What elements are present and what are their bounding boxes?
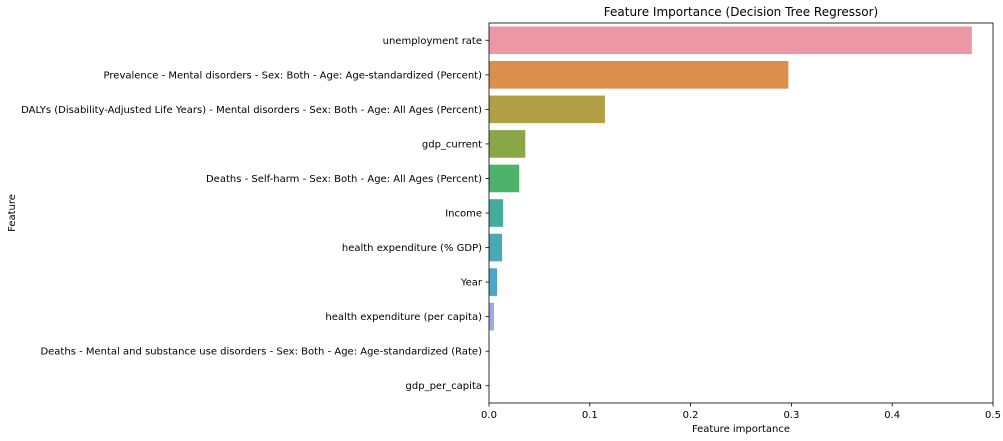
y-axis-title: Feature bbox=[7, 194, 18, 232]
y-tick-label: unemployment rate bbox=[383, 36, 482, 47]
bar-5 bbox=[489, 199, 504, 227]
bar-6 bbox=[489, 233, 503, 262]
bar-1 bbox=[489, 61, 789, 89]
y-tick-label: Deaths - Mental and substance use disord… bbox=[40, 347, 482, 358]
bar-0 bbox=[489, 26, 972, 55]
y-tick-label: Income bbox=[445, 209, 482, 220]
y-tick-label: Prevalence - Mental disorders - Sex: Bot… bbox=[104, 70, 483, 81]
y-tick-label: gdp_per_capita bbox=[406, 381, 482, 392]
y-tick-label: Year bbox=[460, 278, 483, 289]
bar-7 bbox=[489, 268, 498, 296]
y-tick-label: DALYs (Disability-Adjusted Life Years) -… bbox=[21, 105, 482, 116]
x-axis-ticks: 0.0 0.1 0.2 0.3 0.4 0.5 bbox=[481, 403, 1001, 421]
x-tick-label: 0.5 bbox=[985, 410, 1001, 421]
y-axis-ticks: unemployment rate Prevalence - Mental dis… bbox=[21, 36, 489, 392]
x-tick-label: 0.0 bbox=[481, 410, 497, 421]
bar-3 bbox=[489, 130, 526, 158]
x-tick-label: 0.4 bbox=[884, 410, 900, 421]
y-tick-label: gdp_current bbox=[422, 139, 482, 150]
x-axis-title: Feature importance bbox=[692, 424, 790, 435]
bar-2 bbox=[489, 95, 605, 124]
bars-group bbox=[489, 26, 972, 400]
y-tick-label: health expenditure (% GDP) bbox=[342, 243, 482, 254]
y-tick-label: Deaths - Self-harm - Sex: Both - Age: Al… bbox=[206, 174, 482, 185]
x-tick-label: 0.2 bbox=[683, 410, 699, 421]
x-tick-label: 0.1 bbox=[582, 410, 598, 421]
plot-area-frame bbox=[488, 22, 994, 404]
y-tick-label: health expenditure (per capita) bbox=[325, 312, 482, 323]
bar-8 bbox=[489, 302, 495, 331]
bar-4 bbox=[489, 164, 520, 193]
chart-title: Feature Importance (Decision Tree Regres… bbox=[604, 5, 878, 19]
x-tick-label: 0.3 bbox=[783, 410, 799, 421]
